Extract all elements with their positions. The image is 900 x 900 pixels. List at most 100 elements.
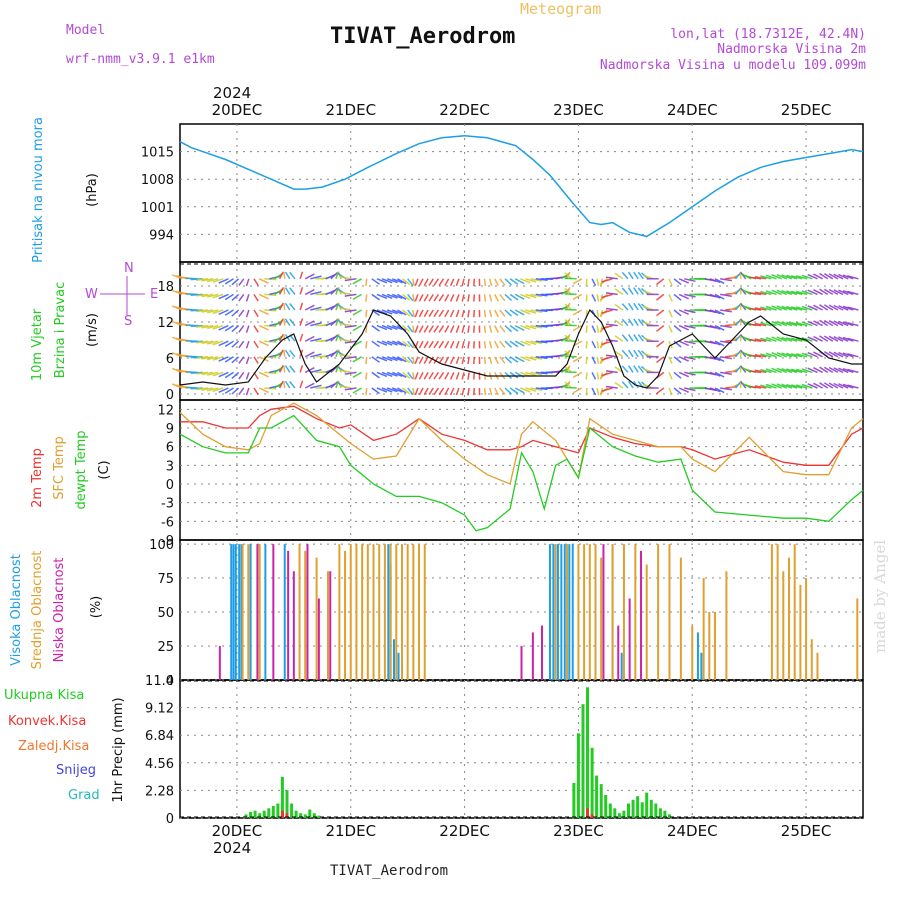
- wind-arrow: [330, 272, 338, 280]
- wind-arrow: [824, 288, 834, 296]
- wind-arrow: [754, 291, 767, 296]
- wind-arrow: [339, 275, 352, 280]
- wind-arrow: [245, 309, 250, 318]
- ytick-label: 9.12: [145, 702, 174, 717]
- wind-arrow: [284, 349, 291, 358]
- wind-arrow: [190, 309, 203, 312]
- wind-arrow: [734, 287, 742, 295]
- wind-arrow: [786, 290, 798, 296]
- wind-arrow: [335, 287, 340, 295]
- wind-arrow: [231, 325, 240, 333]
- wind-arrow: [838, 336, 849, 342]
- wind-arrow: [847, 321, 859, 327]
- wind-arrow: [344, 340, 357, 344]
- wind-arrow: [245, 356, 250, 365]
- wind-arrow: [433, 309, 440, 318]
- wind-arrow: [335, 271, 340, 280]
- wind-arrow: [847, 368, 859, 374]
- ytick-label: 1008: [141, 173, 174, 188]
- precip-total-bar: [658, 808, 662, 818]
- wind-arrow: [392, 340, 403, 346]
- wind-arrow: [520, 309, 531, 315]
- wind-arrow: [530, 309, 543, 314]
- wind-arrow: [801, 290, 813, 296]
- wind-arrow: [605, 292, 618, 296]
- compass-icon: N W E S: [85, 261, 158, 329]
- wind-arrow: [740, 287, 747, 295]
- xtick-label-top: 25DEC: [781, 101, 832, 119]
- wind-arrow: [444, 356, 450, 364]
- wind-arrow: [668, 356, 673, 365]
- wind-arrow: [488, 325, 493, 333]
- wind-arrow: [238, 309, 245, 318]
- wind-arrow: [231, 387, 240, 395]
- wind-arrow: [304, 289, 315, 296]
- wind-arrow: [455, 340, 460, 349]
- wind-arrow: [605, 370, 618, 374]
- wind-arrow: [673, 293, 682, 301]
- wind-arrow: [833, 289, 844, 296]
- wind-arrow: [433, 278, 440, 286]
- wind-arrow: [614, 335, 624, 342]
- wind-arrow: [678, 324, 690, 331]
- wind-arrow: [684, 293, 696, 298]
- ytick-label: 1001: [141, 201, 174, 216]
- wind-arrow: [402, 340, 411, 348]
- wind-arrow: [591, 294, 597, 302]
- wind-arrow: [796, 321, 808, 327]
- wind-arrow: [847, 353, 859, 358]
- wind-arrow: [201, 387, 214, 391]
- wind-arrow: [467, 309, 470, 318]
- wind-arrow: [467, 341, 470, 349]
- wind-arrow: [601, 387, 613, 392]
- wind-arrow: [407, 278, 414, 286]
- precip-total-bar: [613, 808, 617, 818]
- wind-arrow: [283, 271, 286, 279]
- wind-arrow: [509, 340, 519, 348]
- wind-arrow: [740, 381, 747, 389]
- wind-arrow: [564, 293, 577, 296]
- wind-arrow: [461, 278, 465, 287]
- wind-arrow: [819, 366, 829, 374]
- wind-arrow: [433, 293, 440, 302]
- wind-arrow: [714, 309, 725, 316]
- wind-arrow: [258, 371, 269, 378]
- wind-arrow: [572, 324, 583, 332]
- ytick-label: 0: [166, 674, 174, 689]
- precip-ylabel: 1hr Precip (mm): [111, 697, 126, 802]
- wind-arrow: [720, 309, 732, 313]
- wind-arrow: [299, 302, 304, 311]
- wind-arrow: [813, 304, 823, 311]
- compass-w: W: [85, 287, 98, 302]
- wind-arrow: [444, 294, 450, 302]
- wind-arrow: [206, 387, 219, 392]
- wind-arrow: [283, 333, 286, 342]
- wind-arrow: [621, 349, 629, 358]
- wind-arrow: [771, 367, 782, 374]
- wind-arrow: [483, 341, 487, 349]
- cloud-label-mid: Srednja Oblacnost: [30, 551, 45, 670]
- wind-arrow: [525, 293, 537, 299]
- wind-arrow: [633, 271, 639, 280]
- wind-arrow: [414, 309, 419, 318]
- wind-arrow: [201, 293, 214, 298]
- wind-arrow: [284, 318, 291, 327]
- wind-arrow: [423, 278, 429, 286]
- wind-arrow: [525, 340, 537, 346]
- wind-arrow: [467, 356, 470, 365]
- wind-arrow: [509, 293, 519, 301]
- wind-arrow: [438, 371, 445, 380]
- wind-arrow: [771, 289, 782, 296]
- wind-arrow: [596, 356, 600, 365]
- wind-arrow: [494, 294, 499, 302]
- wind-arrow: [289, 381, 296, 389]
- wind-arrow: [310, 337, 322, 342]
- wind-arrow: [190, 340, 203, 343]
- wind-arrow: [335, 349, 340, 358]
- wind-arrow: [824, 366, 834, 374]
- wind-arrow: [238, 340, 245, 349]
- wind-arrow: [637, 365, 644, 373]
- ytick-label: 50: [157, 606, 174, 621]
- wind-arrow: [304, 382, 315, 389]
- wind-arrow: [786, 321, 798, 327]
